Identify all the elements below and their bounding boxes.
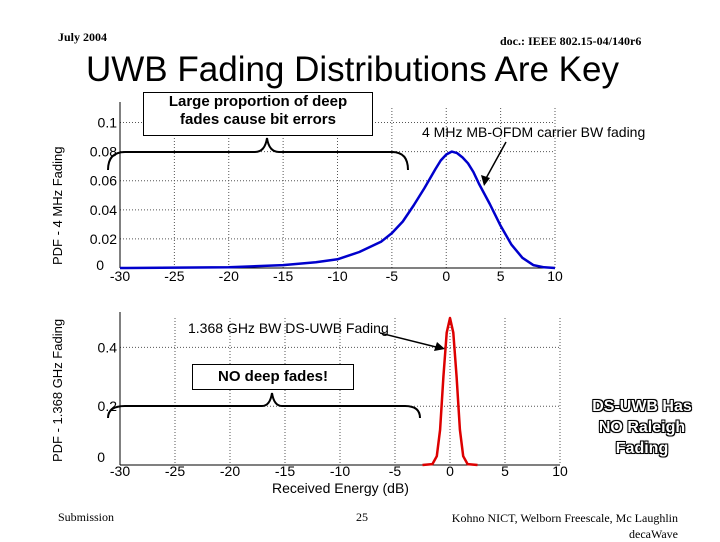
- deep-fades-brace-bottom: [107, 392, 421, 419]
- x-tick-label: -25: [165, 463, 185, 479]
- x-tick-label: -15: [275, 463, 295, 479]
- footer-authors-line-2: decaWave: [629, 527, 678, 541]
- footer-page-number: 25: [356, 510, 368, 524]
- x-tick-label: 10: [547, 268, 563, 284]
- x-tick-label: -5: [386, 268, 399, 284]
- ds-no-raleigh-line-1: DS-UWB Has: [592, 398, 692, 415]
- slide-title: UWB Fading Distributions Are Key: [86, 50, 619, 89]
- ds-uwb-no-raleigh-callout: DS-UWB Has NO Raleigh Fading: [580, 396, 704, 462]
- footer-submission: Submission: [58, 510, 115, 524]
- x-tick-label: -30: [110, 268, 130, 284]
- y-tick-label: 0.06: [90, 173, 117, 189]
- x-tick-label: 0: [442, 268, 450, 284]
- x-tick-label: 0: [446, 463, 454, 479]
- top-chart: -30 -25 -20 -15 -10 -5 0 5 10 0 0.02 0.04 0.06 0.08 0.…: [90, 102, 563, 284]
- ds-uwb-annotation: 1.368 GHz BW DS-UWB Fading: [188, 320, 389, 336]
- mb-ofdm-arrow-head: [481, 175, 490, 186]
- x-tick-label: -25: [164, 268, 184, 284]
- y-tick-label: 0.4: [98, 339, 118, 355]
- deep-fades-callout: Large proportion of deep fades cause bit…: [143, 92, 373, 136]
- y-tick-label: 0.08: [90, 144, 117, 160]
- x-tick-label: -15: [273, 268, 293, 284]
- y-tick-label: 0.02: [90, 231, 117, 247]
- series-line: [119, 150, 556, 270]
- footer-authors-line-1: Kohno NICT, Welborn Freescale, Mc Laughl…: [451, 511, 678, 525]
- y-tick-label: 0: [97, 449, 105, 465]
- y-tick-label: 0.2: [98, 398, 118, 414]
- deep-fades-brace-top: [107, 137, 409, 171]
- x-tick-label: -10: [327, 268, 347, 284]
- series-line: [422, 316, 478, 467]
- mb-ofdm-annotation: 4 MHz MB-OFDM carrier BW fading: [422, 124, 646, 140]
- y-tick-label: 0.04: [90, 202, 117, 218]
- x-tick-label: -20: [219, 268, 239, 284]
- x-tick-label: 10: [552, 463, 568, 479]
- ds-uwb-arrow-head: [434, 342, 445, 351]
- x-tick-label: -5: [389, 463, 402, 479]
- annotation-layer: [107, 137, 507, 419]
- ds-uwb-arrow: [379, 332, 441, 349]
- ds-no-raleigh-line-3: Fading: [615, 440, 669, 457]
- x-tick-label: -30: [110, 463, 130, 479]
- x-tick-label: 5: [501, 463, 509, 479]
- x-tick-label: -20: [220, 463, 240, 479]
- bottom-chart: -30 -25 -20 -15 -10 -5 0 5 10 0 0.2 0.4: [97, 312, 568, 479]
- header-date: July 2004: [58, 30, 108, 44]
- deep-fades-line-1: Large proportion of deep: [168, 93, 348, 110]
- x-tick-label: 5: [497, 268, 505, 284]
- mb-ofdm-arrow: [483, 141, 507, 183]
- deep-fades-line-2: fades cause bit errors: [180, 111, 336, 128]
- y-tick-label: 0: [96, 257, 104, 273]
- x-tick-label: -10: [330, 463, 350, 479]
- y-tick-label: 0.1: [98, 115, 118, 131]
- x-axis-label: Received Energy (dB): [272, 480, 409, 496]
- ds-no-raleigh-line-2: NO Raleigh: [598, 419, 686, 436]
- header-doc-id: doc.: IEEE 802.15-04/140r6: [500, 34, 642, 48]
- footer-authors: Kohno NICT, Welborn Freescale, Mc Laughl…: [448, 510, 678, 542]
- no-deep-fades-callout: NO deep fades!: [192, 364, 354, 390]
